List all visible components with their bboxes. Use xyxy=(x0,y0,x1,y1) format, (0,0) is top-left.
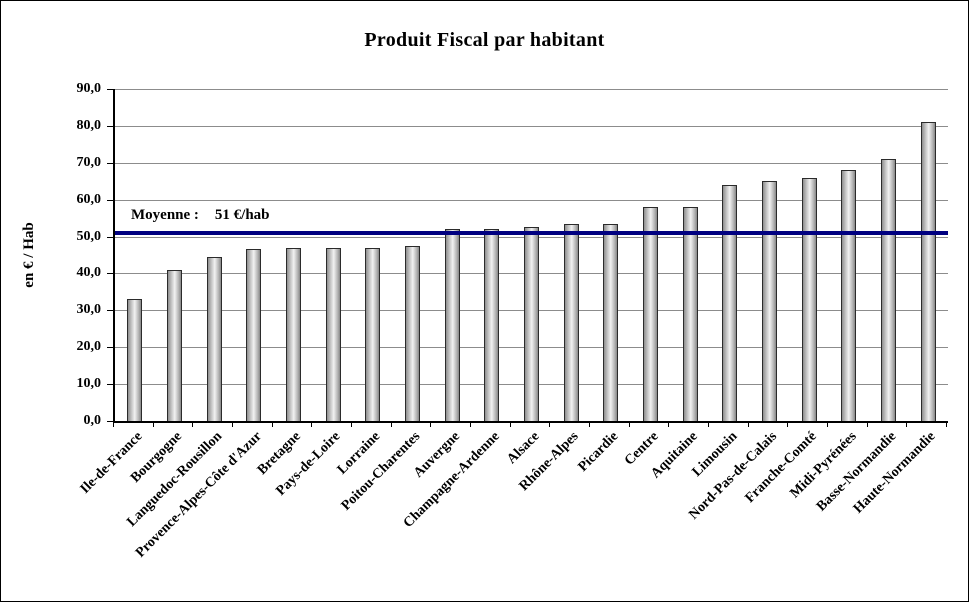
y-axis-label: en € / Hab xyxy=(21,222,37,288)
y-tick-mark xyxy=(107,384,113,386)
bar xyxy=(643,207,658,421)
average-annotation: Moyenne : 51 €/hab xyxy=(131,207,270,224)
x-tick-mark xyxy=(906,421,908,427)
bar xyxy=(444,229,460,421)
average-value: 51 €/hab xyxy=(214,206,270,223)
x-tick-mark xyxy=(232,421,233,427)
bar xyxy=(881,159,896,421)
gridline xyxy=(115,125,948,127)
bar xyxy=(841,170,857,421)
bar xyxy=(484,229,500,421)
x-tick-mark xyxy=(946,421,947,427)
x-tick-mark xyxy=(430,421,432,427)
x-tick-mark xyxy=(866,421,868,427)
bar xyxy=(167,269,182,421)
x-tick-mark xyxy=(787,421,789,427)
bar xyxy=(325,247,341,421)
bar xyxy=(762,181,777,421)
x-tick-mark xyxy=(668,421,670,427)
bar xyxy=(246,249,262,421)
average-label: Moyenne : xyxy=(131,206,199,223)
y-tick-mark xyxy=(107,199,113,201)
x-tick-mark xyxy=(509,421,511,427)
y-tick-label: 70,0 xyxy=(76,154,102,170)
bar xyxy=(524,227,539,421)
chart-title: Produit Fiscal par habitant xyxy=(364,29,605,51)
bar xyxy=(365,247,381,421)
x-tick-mark xyxy=(192,421,194,427)
bar xyxy=(920,122,936,421)
y-tick-mark xyxy=(107,125,113,127)
bar xyxy=(722,184,738,421)
x-tick-mark xyxy=(152,421,154,427)
y-tick-mark xyxy=(107,347,113,349)
bar xyxy=(405,245,420,421)
x-tick-mark xyxy=(271,421,273,427)
plot-area: Moyenne : 51 €/hab xyxy=(113,89,948,423)
y-tick-mark xyxy=(107,162,113,164)
y-tick-label: 10,0 xyxy=(76,376,102,392)
y-tick-label: 40,0 xyxy=(76,265,102,281)
y-tick-label: 80,0 xyxy=(76,117,102,133)
x-tick-mark xyxy=(628,421,630,427)
x-tick-mark xyxy=(470,421,471,427)
bar xyxy=(286,247,301,421)
x-tick-mark xyxy=(113,421,114,427)
bar xyxy=(603,223,619,421)
bar xyxy=(563,223,579,421)
x-tick-mark xyxy=(708,421,709,427)
x-tick-mark xyxy=(827,421,828,427)
y-tick-label: 0,0 xyxy=(83,413,102,428)
y-tick-label: 30,0 xyxy=(76,302,102,318)
bar xyxy=(206,256,222,421)
gridline xyxy=(115,89,948,90)
gridline xyxy=(115,162,948,164)
x-tick-mark xyxy=(747,421,749,427)
x-tick-mark xyxy=(311,421,313,427)
bar xyxy=(682,207,698,421)
average-line xyxy=(115,230,948,235)
x-tick-mark xyxy=(390,421,392,427)
gridline xyxy=(115,199,948,201)
y-tick-mark xyxy=(107,89,113,90)
x-tick-mark xyxy=(351,421,352,427)
y-tick-mark xyxy=(107,273,113,275)
y-tick-label: 60,0 xyxy=(76,191,102,207)
y-tick-mark xyxy=(107,236,113,238)
x-tick-mark xyxy=(549,421,551,427)
bar xyxy=(127,299,143,421)
y-tick-mark xyxy=(107,310,113,312)
x-tick-mark xyxy=(589,421,590,427)
y-tick-label: 50,0 xyxy=(76,228,102,244)
y-tick-label: 90,0 xyxy=(76,81,102,96)
y-tick-label: 20,0 xyxy=(76,339,102,355)
x-category-label: Ile-de-France xyxy=(77,429,146,497)
bar xyxy=(801,177,817,421)
y-tick-mark xyxy=(107,421,113,422)
x-category-label: Picardie xyxy=(575,429,622,475)
